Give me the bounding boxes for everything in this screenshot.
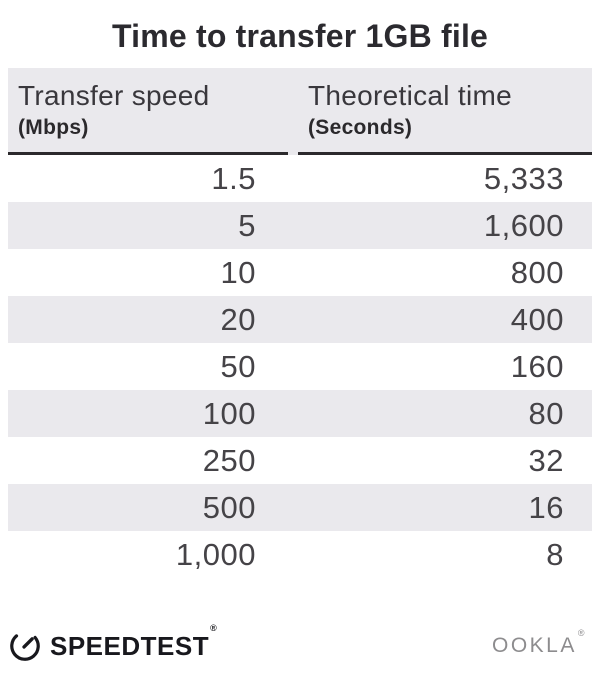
time-value: 5,333 (483, 161, 564, 196)
time-value: 80 (528, 396, 564, 431)
column-label: Theoretical time (308, 80, 512, 111)
speedtest-gauge-icon (8, 629, 42, 663)
speed-value: 1.5 (211, 161, 256, 196)
speedtest-logo: SPEEDTEST® (8, 622, 218, 663)
column-label: Transfer speed (18, 80, 210, 111)
table-row: 1.5 5,333 (8, 155, 592, 202)
time-value: 800 (510, 255, 564, 290)
table-row: 250 32 (8, 437, 592, 484)
table-header: Transfer speed (Mbps) Theoretical time (… (8, 68, 592, 155)
table-row: 20 400 (8, 296, 592, 343)
time-value: 160 (510, 349, 564, 384)
table-body: 1.5 5,333 5 1,600 10 800 20 400 50 160 1… (8, 155, 592, 578)
table-row: 1,000 8 (8, 531, 592, 578)
speed-value: 20 (220, 302, 256, 337)
page-title: Time to transfer 1GB file (111, 18, 489, 54)
table-row: 100 80 (8, 390, 592, 437)
speed-value: 10 (220, 255, 256, 290)
transfer-time-table: Transfer speed (Mbps) Theoretical time (… (8, 68, 592, 578)
table-row: 50 160 (8, 343, 592, 390)
table-row: 10 800 (8, 249, 592, 296)
column-unit: (Seconds) (308, 116, 413, 139)
time-value: 400 (510, 302, 564, 337)
column-header-theoretical-time: Theoretical time (Seconds) (298, 68, 592, 155)
time-value: 32 (528, 443, 564, 478)
table-row: 500 16 (8, 484, 592, 531)
footer: SPEEDTEST® OOKLA® (8, 622, 587, 666)
column-header-transfer-speed: Transfer speed (Mbps) (8, 68, 288, 155)
time-value: 1,600 (483, 208, 564, 243)
speed-value: 5 (238, 208, 256, 243)
speed-value: 250 (202, 443, 256, 478)
ookla-logo: OOKLA® (491, 628, 587, 657)
speed-value: 50 (220, 349, 256, 384)
speed-value: 500 (202, 490, 256, 525)
speedtest-wordmark: SPEEDTEST® (50, 622, 218, 661)
speed-value: 1,000 (175, 537, 256, 572)
registered-mark: ® (210, 622, 218, 633)
registered-mark: ® (577, 628, 587, 638)
time-value: 16 (528, 490, 564, 525)
time-value: 8 (546, 537, 564, 572)
column-unit: (Mbps) (18, 116, 89, 139)
table-row: 5 1,600 (8, 202, 592, 249)
speed-value: 100 (202, 396, 256, 431)
